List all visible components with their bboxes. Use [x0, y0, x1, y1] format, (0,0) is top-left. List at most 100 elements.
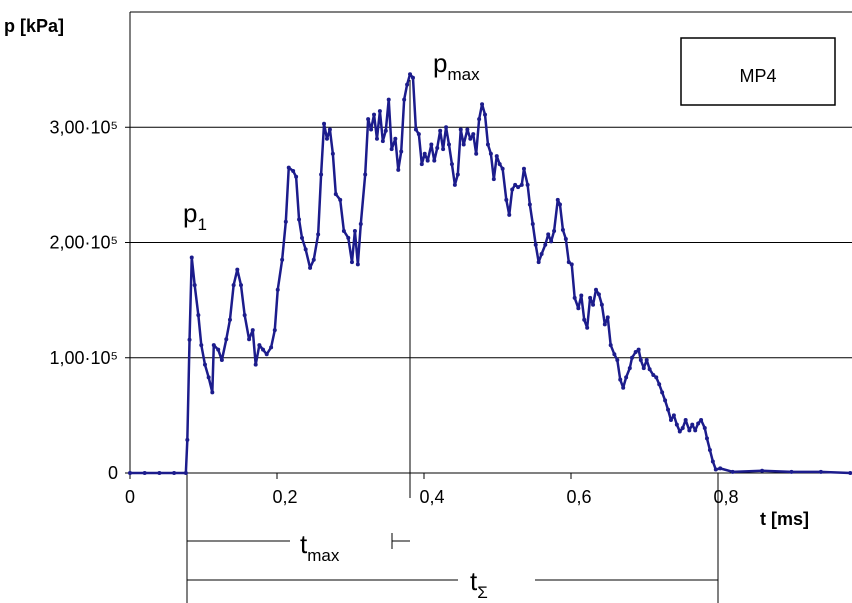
data-point [569, 262, 574, 267]
data-point [377, 109, 382, 114]
data-point [599, 302, 604, 307]
data-point [425, 158, 430, 163]
data-point [183, 471, 188, 475]
x-axis-title: t [ms] [760, 509, 809, 529]
data-point [471, 132, 476, 137]
data-point [660, 390, 665, 395]
data-point [468, 136, 473, 141]
data-point [291, 169, 296, 174]
y-tick-label: 3,00·10⁵ [49, 117, 118, 137]
data-point [539, 252, 544, 257]
data-point [707, 447, 712, 452]
data-point [330, 151, 335, 156]
y-tick-label: 0 [108, 463, 118, 483]
data-point [525, 182, 530, 187]
data-point [527, 202, 532, 207]
data-point [566, 260, 571, 265]
data-point [444, 125, 449, 130]
data-point [608, 343, 613, 348]
data-point [210, 390, 215, 395]
data-point [477, 117, 482, 122]
data-point [324, 136, 329, 141]
data-point [680, 426, 685, 431]
y-tick-label: 2,00·10⁵ [49, 233, 118, 253]
data-point [624, 375, 629, 380]
data-point [206, 375, 211, 380]
data-point [413, 127, 418, 132]
y-tick-label: 1,00·10⁵ [49, 348, 118, 368]
data-point [294, 174, 299, 179]
data-point [257, 343, 262, 348]
data-point [435, 145, 440, 150]
data-point [283, 219, 288, 224]
data-point [185, 437, 190, 442]
data-point [449, 162, 454, 167]
data-point [280, 257, 285, 262]
annotation-sub: max [447, 65, 480, 84]
data-point [172, 471, 177, 475]
data-point [408, 72, 413, 77]
data-point [760, 468, 765, 473]
data-point [461, 142, 466, 147]
data-point [250, 328, 255, 333]
data-point [189, 255, 194, 260]
data-point [402, 97, 407, 102]
data-point [789, 469, 794, 474]
data-point [657, 382, 662, 387]
data-point [563, 237, 568, 242]
data-point [416, 132, 421, 137]
data-point [311, 257, 316, 262]
data-point [848, 471, 852, 475]
data-point [399, 149, 404, 154]
plot-area: 0 1,00·10⁵ 2,00·10⁵ 3,00·10⁵ 0 0,2 0,4 0,6 0,8 [49, 72, 852, 507]
data-point [485, 142, 490, 147]
data-point [605, 315, 610, 320]
data-point [261, 347, 266, 352]
data-point [536, 260, 541, 265]
data-point [374, 136, 379, 141]
data-point [349, 260, 354, 265]
data-point [588, 295, 593, 300]
data-point [491, 177, 496, 182]
data-point [510, 187, 515, 192]
data-point [446, 142, 451, 147]
data-point [483, 112, 488, 117]
data-point [242, 313, 247, 318]
data-point [422, 151, 427, 156]
data-point [585, 325, 590, 330]
data-point [211, 343, 216, 348]
data-point [718, 466, 723, 471]
data-point [192, 283, 197, 288]
data-point [458, 127, 463, 132]
annotation-sub: 1 [197, 215, 206, 234]
data-point [602, 322, 607, 327]
data-point [338, 197, 343, 202]
data-point [641, 366, 646, 371]
annotation: tmax [300, 529, 340, 565]
data-point [316, 232, 321, 237]
x-tick-label: 0 [125, 487, 135, 507]
data-point [216, 347, 221, 352]
data-point [202, 362, 207, 367]
data-point [352, 228, 357, 233]
data-point [341, 228, 346, 233]
data-point [638, 358, 643, 363]
data-point [363, 172, 368, 177]
data-point [576, 306, 581, 311]
data-point [633, 349, 638, 354]
data-point [441, 147, 446, 152]
annotation-sub: max [307, 546, 340, 565]
data-point [196, 313, 201, 318]
data-point [355, 262, 360, 267]
data-point [369, 127, 374, 132]
data-point [358, 222, 363, 227]
annotation: p1 [183, 198, 207, 234]
data-point [516, 185, 521, 190]
data-point [308, 265, 313, 270]
data-point [429, 142, 434, 147]
data-point [693, 428, 698, 433]
data-point [690, 422, 695, 427]
data-point [687, 428, 692, 433]
